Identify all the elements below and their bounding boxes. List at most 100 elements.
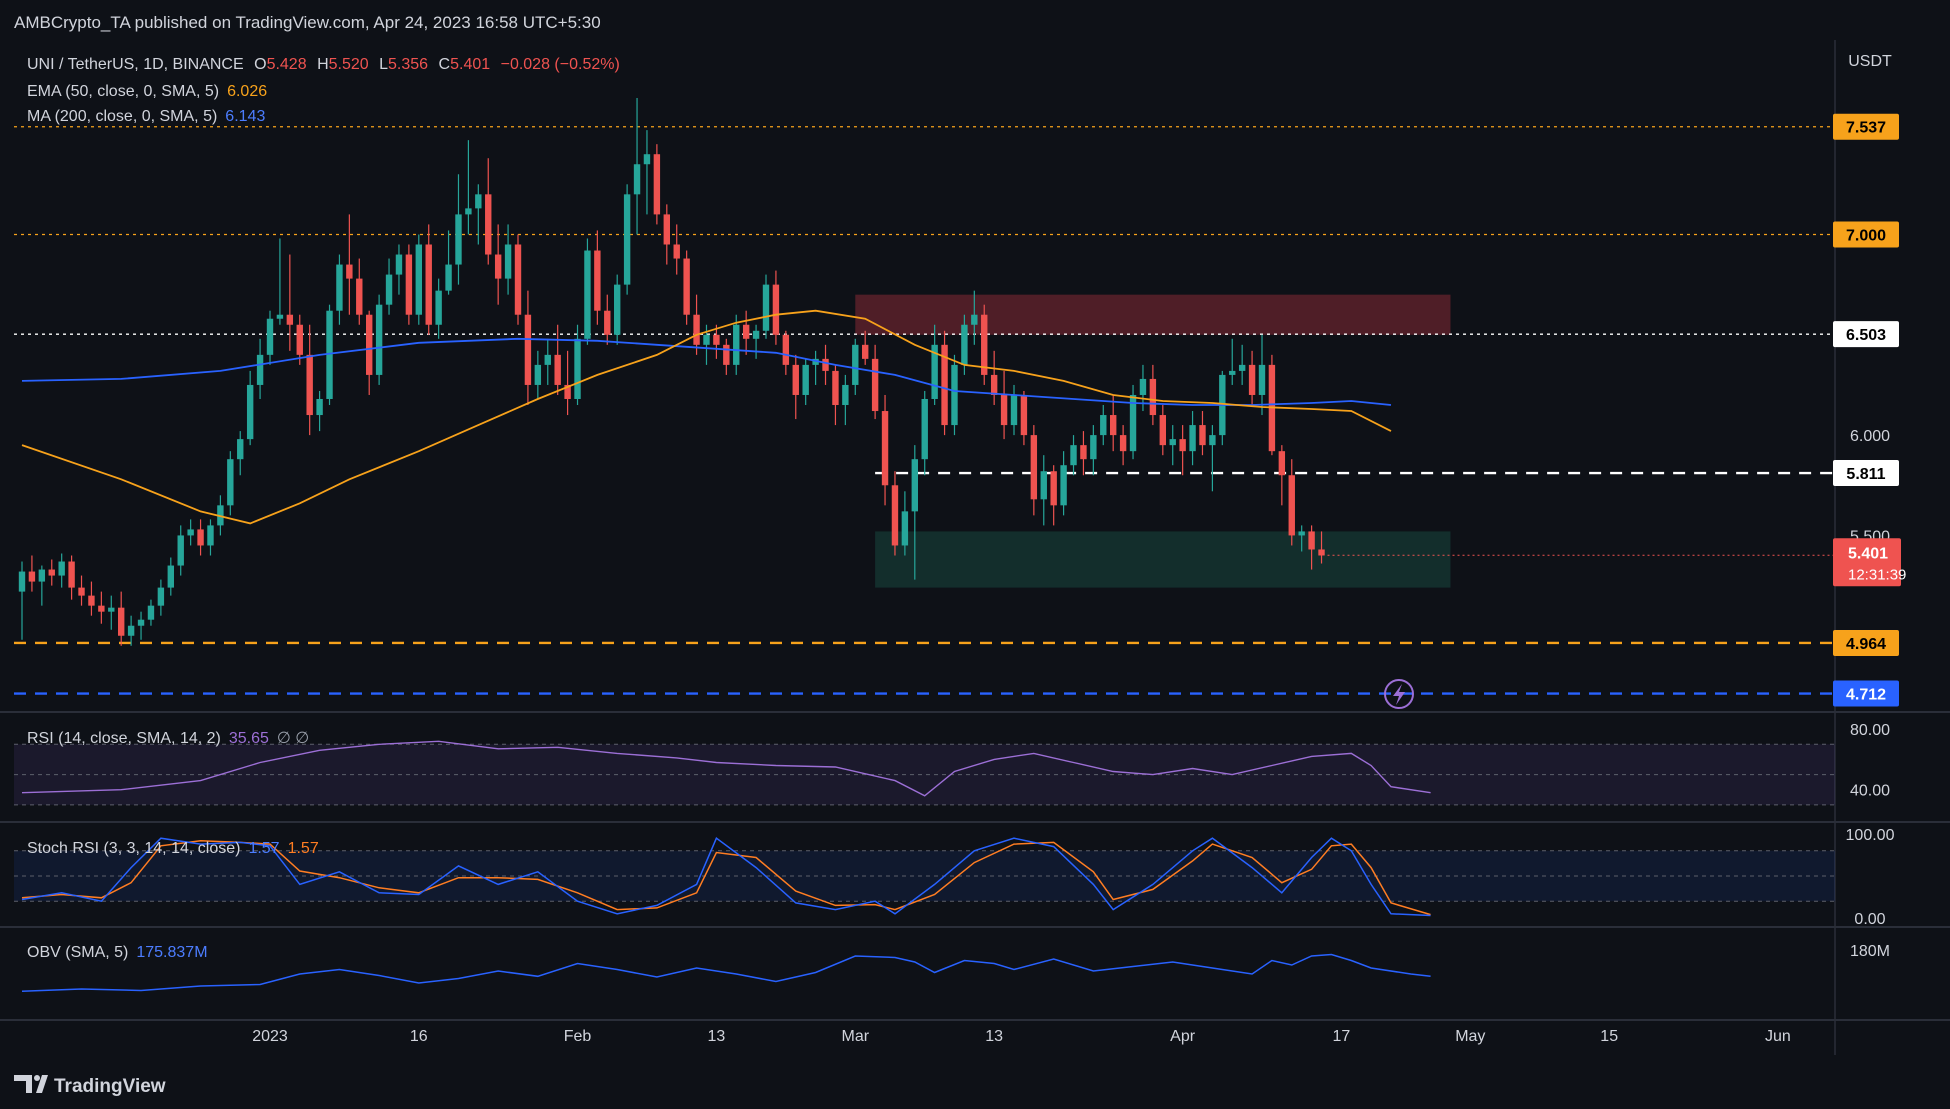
candle-body [762, 284, 770, 331]
ema-value: 6.026 [227, 83, 267, 100]
demand-zone [875, 531, 1451, 588]
time-tick: 2023 [252, 1028, 288, 1045]
candle-body [455, 214, 462, 265]
candle-body [157, 587, 165, 606]
candle-body [137, 619, 145, 626]
candle-body [237, 439, 244, 460]
candle-body [256, 354, 264, 385]
level-label-box [1833, 113, 1899, 140]
rsi-tick: 80.00 [1850, 722, 1890, 739]
obv-line [21, 953, 1431, 993]
candle-body [425, 244, 432, 325]
symbol-title[interactable]: UNI / TetherUS, 1D, BINANCE O5.428 H5.52… [27, 56, 620, 73]
ema50-line [21, 309, 1392, 525]
ema-legend[interactable]: EMA (50, close, 0, SMA, 5) 6.026 [27, 83, 267, 100]
time-tick: 13 [708, 1028, 726, 1045]
candle-body [614, 284, 621, 335]
lightning-icon[interactable] [1384, 679, 1414, 709]
candle-body [296, 324, 303, 355]
candle-body [385, 274, 393, 305]
candle-body [1238, 364, 1246, 371]
time-tick: Jun [1765, 1028, 1791, 1045]
candle-body [494, 254, 502, 279]
candle-body [544, 354, 551, 365]
open-value: 5.428 [267, 56, 307, 73]
candle-body [891, 485, 899, 546]
candle-body [633, 164, 641, 195]
candle-body [326, 310, 333, 399]
high-label: H [317, 56, 329, 73]
candle-body [197, 529, 204, 546]
time-tick: 16 [410, 1028, 428, 1045]
candle-body [842, 384, 849, 406]
candle-body [703, 334, 710, 345]
candle-body [435, 290, 442, 325]
candle-body [871, 358, 879, 412]
level-label-box [1833, 460, 1899, 487]
stoch-k-value: 1.57 [248, 840, 279, 857]
last-price-box [1833, 538, 1901, 587]
candle-body [1050, 471, 1057, 506]
candle-body [1179, 439, 1186, 452]
obv-legend[interactable]: OBV (SMA, 5) 175.837M [27, 944, 208, 961]
high-value: 5.520 [329, 56, 369, 73]
candle-body [485, 194, 492, 255]
candle-body [346, 264, 353, 279]
candle-body [733, 324, 740, 365]
candle-body [475, 194, 482, 209]
stoch-legend[interactable]: Stoch RSI (3, 3, 14, 14, close) 1.57 1.57 [27, 840, 319, 857]
candle-body [623, 194, 631, 285]
candle-body [266, 318, 274, 355]
candle-body [38, 569, 46, 582]
candle-body [802, 364, 809, 395]
candle-body [604, 310, 611, 335]
candle-body [1100, 415, 1107, 436]
candle-body [167, 565, 174, 588]
ma-value: 6.143 [225, 108, 265, 125]
candle-body [990, 374, 998, 395]
candle-body [653, 154, 661, 215]
rsi-legend[interactable]: RSI (14, close, SMA, 14, 2) 35.65 ∅ ∅ [27, 730, 309, 747]
candle-body [852, 344, 859, 385]
obv-label: OBV (SMA, 5) [27, 944, 128, 961]
candle-body [1080, 445, 1087, 460]
candle-body [28, 571, 36, 582]
rsi-band [14, 744, 1835, 805]
tradingview-logo[interactable]: TradingView [14, 1075, 166, 1097]
candle-body [1248, 364, 1256, 395]
candle-body [981, 314, 988, 375]
ma-legend[interactable]: MA (200, close, 0, SMA, 5) 6.143 [27, 108, 265, 125]
candle-body [1199, 425, 1206, 446]
publisher-text: AMBCrypto_TA published on TradingView.co… [14, 13, 601, 32]
open-label: O [254, 56, 266, 73]
candle-body [663, 214, 670, 245]
candle-body [227, 459, 234, 506]
candle-body [1298, 531, 1305, 536]
candle-body [1288, 475, 1295, 536]
candle-body [504, 244, 512, 279]
supply-zone [855, 294, 1451, 335]
candle-body [693, 314, 700, 345]
level-label: 7.537 [1846, 120, 1886, 137]
candle-body [375, 304, 383, 375]
rsi-tick: 40.00 [1850, 783, 1890, 800]
candle-body [465, 208, 472, 215]
level-label-box [1833, 680, 1899, 707]
candle-body [673, 244, 680, 259]
candle-body [405, 254, 413, 315]
close-label: C [439, 56, 451, 73]
candle-body [395, 254, 403, 275]
stoch-label: Stoch RSI (3, 3, 14, 14, close) [27, 840, 240, 857]
candle-body [772, 284, 780, 335]
candle-body [246, 384, 254, 440]
candle-body [1040, 471, 1047, 500]
rsi-line [21, 740, 1431, 797]
candle-body [921, 398, 928, 460]
candle-body [713, 334, 720, 345]
candle-body [1159, 415, 1166, 446]
candle-body [366, 314, 373, 375]
candle-body [1000, 394, 1008, 426]
price-levels [14, 126, 1835, 695]
candle-body [792, 364, 799, 395]
